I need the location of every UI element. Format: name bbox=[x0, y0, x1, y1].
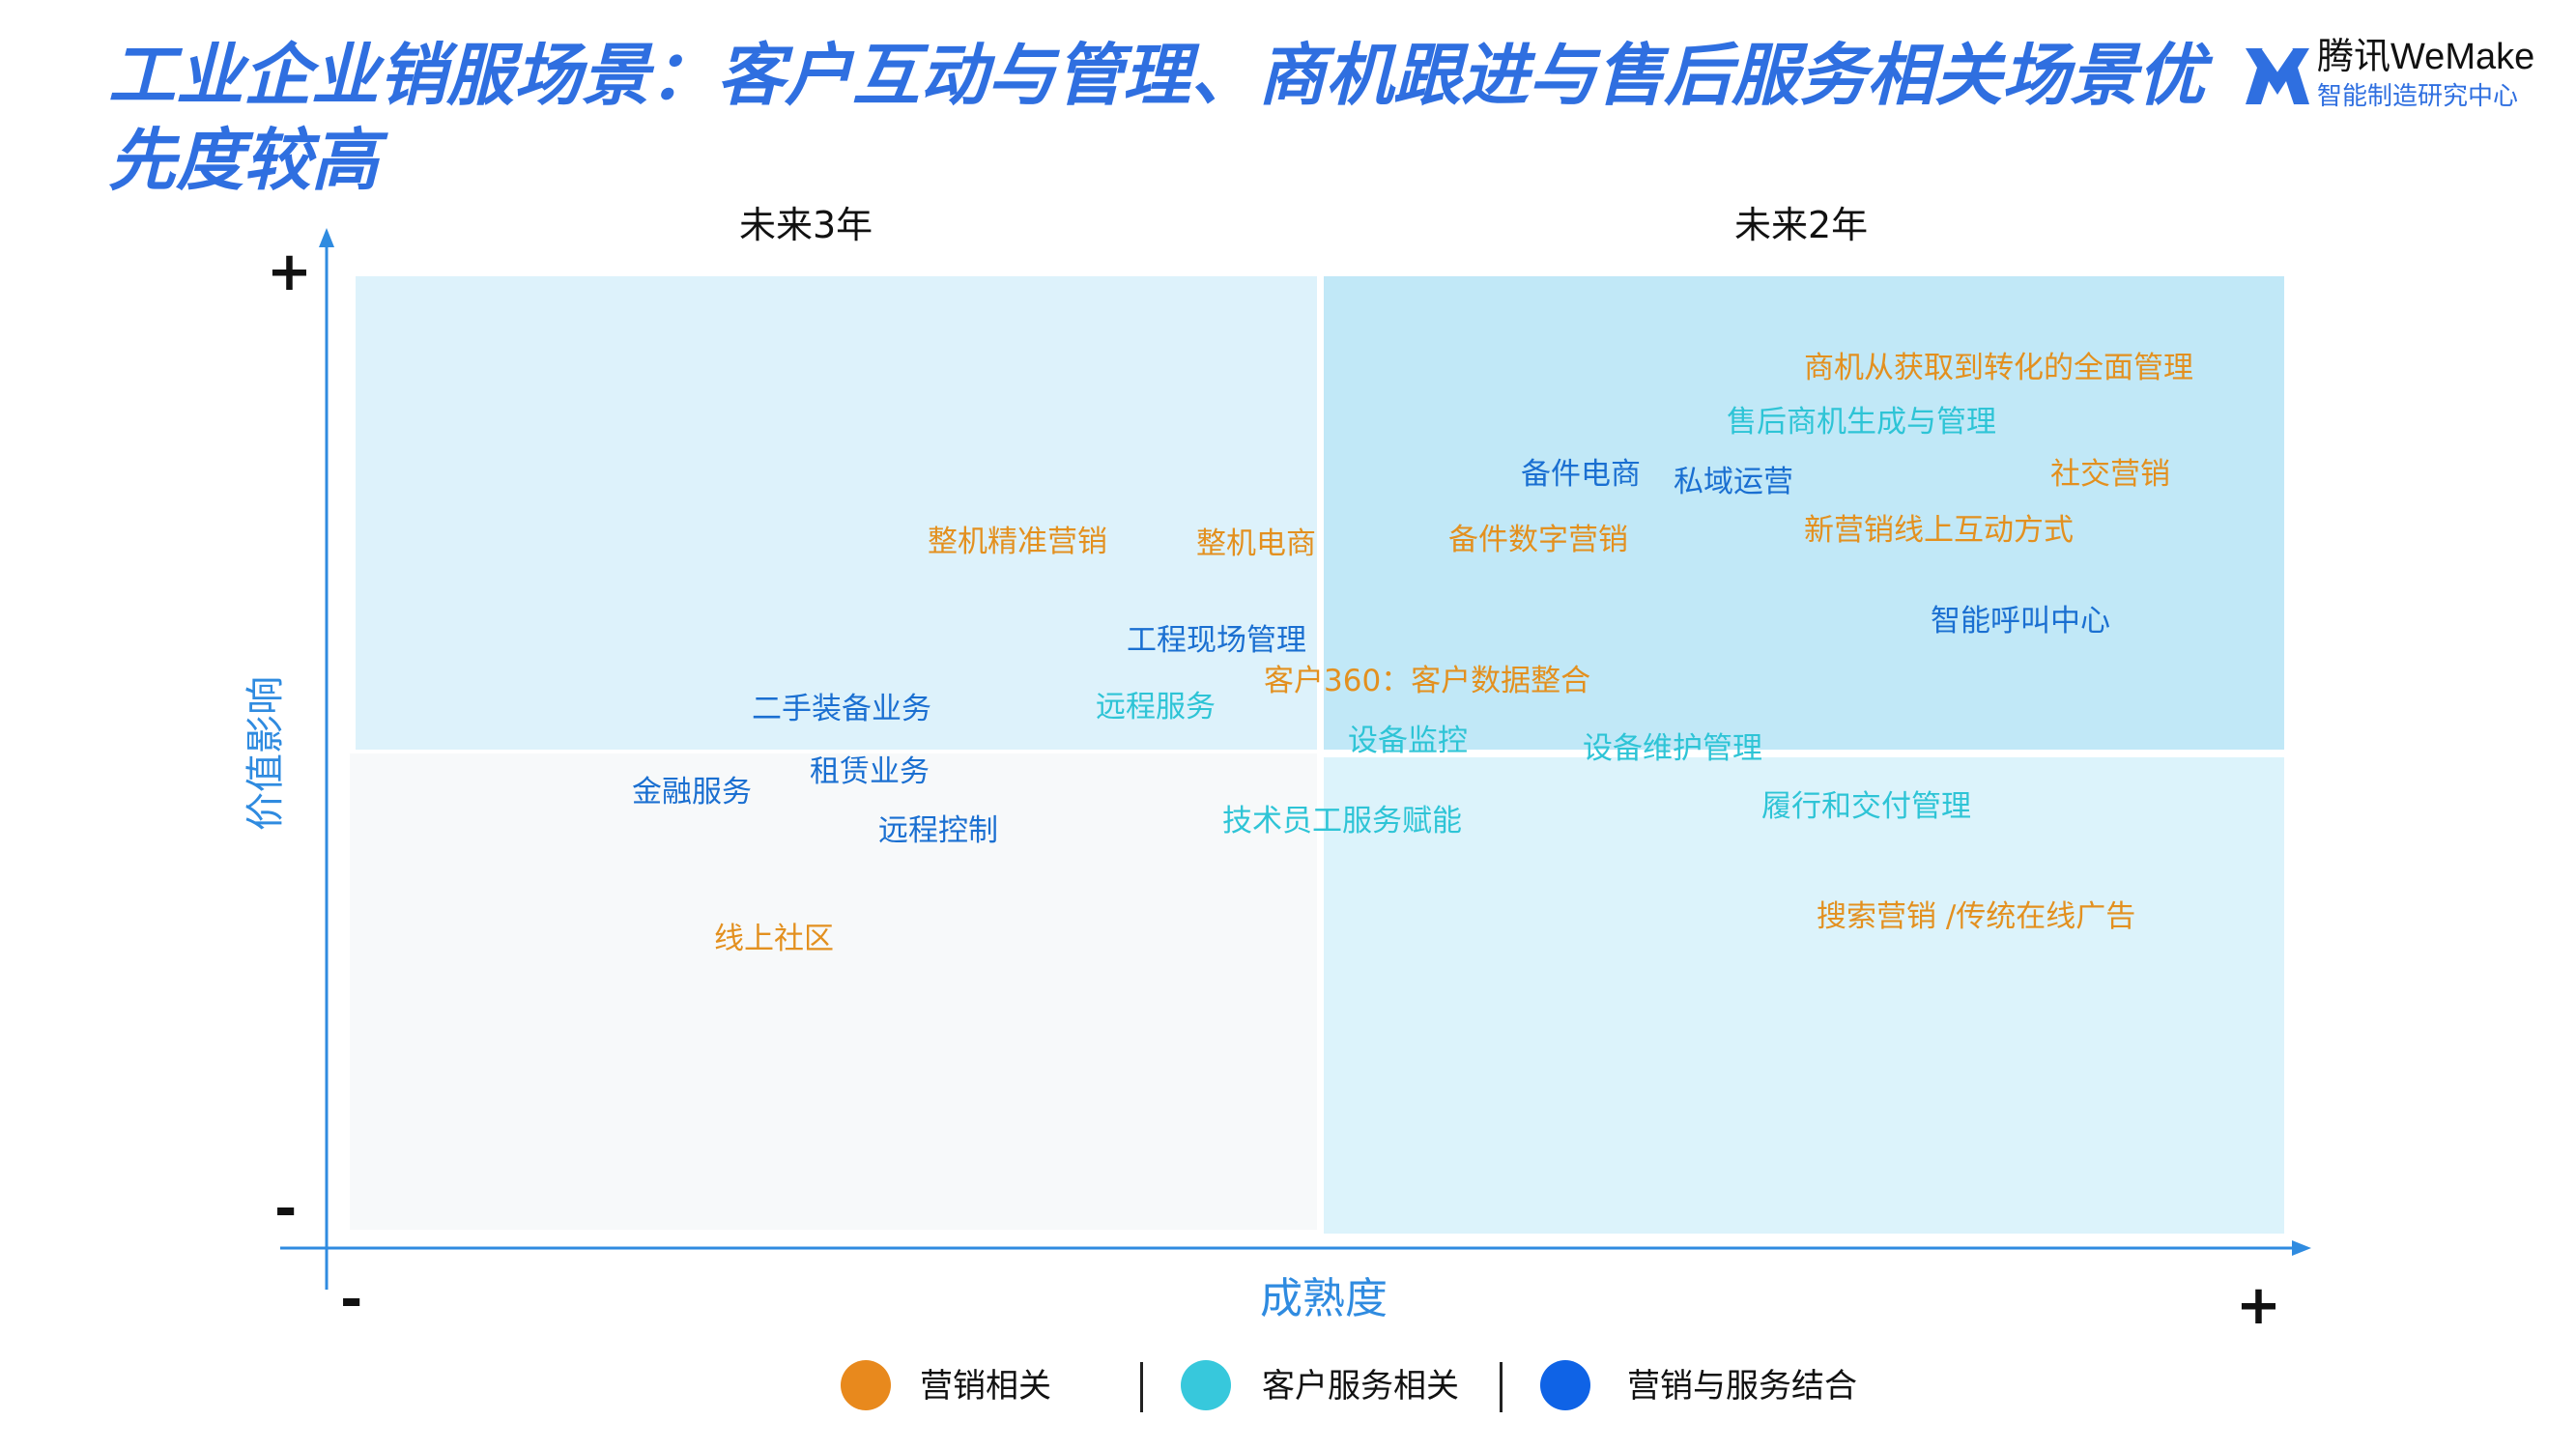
item-smart-call-center: 智能呼叫中心 bbox=[1931, 604, 2110, 639]
brand-logo: 腾讯WeMake 智能制造研究中心 bbox=[2242, 35, 2561, 122]
item-financial-services: 金融服务 bbox=[632, 775, 752, 810]
logo-top-text: 腾讯WeMake bbox=[2317, 37, 2535, 77]
item-equipment-monitoring: 设备监控 bbox=[1348, 724, 1468, 758]
item-parts-digital-marketing: 备件数字营销 bbox=[1448, 523, 1628, 557]
quadrant-bottom-right bbox=[1324, 757, 2284, 1234]
x-axis-label: 成熟度 bbox=[1260, 1274, 1388, 1323]
legend-label-combined: 营销与服务结合 bbox=[1627, 1367, 1857, 1406]
item-machine-precision-marketing: 整机精准营销 bbox=[928, 525, 1107, 559]
item-online-community: 线上社区 bbox=[714, 922, 834, 956]
item-new-marketing-online-interaction: 新营销线上互动方式 bbox=[1804, 513, 2074, 548]
legend-label-marketing: 营销相关 bbox=[920, 1367, 1051, 1406]
y-axis-label: 价值影响 bbox=[243, 676, 288, 831]
y-axis-minus: - bbox=[274, 1178, 298, 1240]
y-axis-plus: + bbox=[267, 241, 312, 303]
wemake-logo-icon bbox=[2246, 47, 2309, 104]
legend-dot-customer-service bbox=[1181, 1360, 1231, 1410]
item-private-domain-operation: 私域运营 bbox=[1674, 465, 1793, 499]
item-equipment-maintenance: 设备维护管理 bbox=[1583, 731, 1762, 766]
quadrant-top-left bbox=[356, 276, 1317, 750]
item-opportunity-management: 商机从获取到转化的全面管理 bbox=[1804, 351, 2193, 385]
item-after-sales-opportunity: 售后商机生成与管理 bbox=[1727, 405, 1996, 440]
legend: 营销相关 客户服务相关 营销与服务结合 bbox=[841, 1352, 1903, 1430]
item-fulfillment-delivery: 履行和交付管理 bbox=[1761, 789, 1971, 824]
x-axis-arrowhead bbox=[2292, 1240, 2311, 1256]
item-machine-ecommerce: 整机电商 bbox=[1196, 526, 1316, 561]
item-social-marketing: 社交营销 bbox=[2050, 457, 2170, 492]
legend-dot-marketing bbox=[841, 1360, 891, 1410]
item-site-management: 工程现场管理 bbox=[1127, 623, 1306, 658]
legend-separator bbox=[1500, 1362, 1503, 1412]
legend-dot-combined bbox=[1540, 1360, 1590, 1410]
column-header-2-years: 未来2年 bbox=[1734, 204, 1869, 246]
item-leasing-business: 租赁业务 bbox=[810, 754, 930, 789]
item-remote-control: 远程控制 bbox=[878, 813, 998, 848]
x-axis-minus: - bbox=[340, 1268, 363, 1331]
item-parts-ecommerce: 备件电商 bbox=[1521, 457, 1641, 492]
item-remote-service: 远程服务 bbox=[1096, 690, 1216, 724]
item-customer-360: 客户360：客户数据整合 bbox=[1264, 664, 1591, 698]
logo-bottom-text: 智能制造研究中心 bbox=[2317, 82, 2519, 111]
y-axis-arrowhead bbox=[319, 228, 334, 247]
item-technician-enablement: 技术员工服务赋能 bbox=[1222, 804, 1462, 838]
quadrant-bottom-left bbox=[350, 753, 1317, 1230]
legend-separator bbox=[1140, 1362, 1143, 1412]
quadrant-top-right bbox=[1324, 276, 2284, 750]
page-title: 工业企业销服场景：客户互动与管理、商机跟进与售后服务相关场景优先度较高 bbox=[108, 36, 2205, 200]
item-used-equipment-business: 二手装备业务 bbox=[752, 692, 931, 726]
column-header-3-years: 未来3年 bbox=[739, 204, 873, 246]
legend-label-customer-service: 客户服务相关 bbox=[1262, 1367, 1459, 1406]
item-search-marketing: 搜索营销 /传统在线广告 bbox=[1817, 899, 2136, 934]
x-axis-plus: + bbox=[2236, 1274, 2281, 1337]
